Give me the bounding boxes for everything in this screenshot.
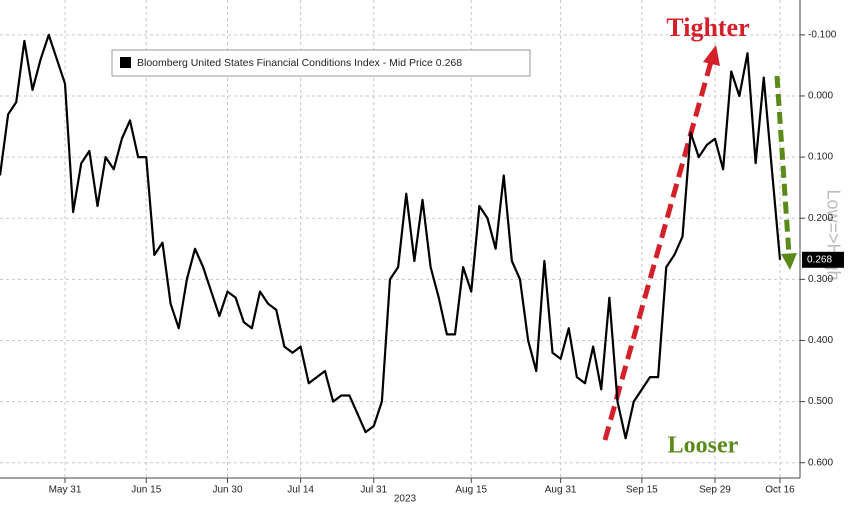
y-tick-label: 0.200 [808,213,833,224]
series-line [0,33,782,440]
x-tick-label: Aug 15 [455,485,487,496]
y-tick-label: 0.000 [808,91,833,102]
last-value-badge [802,251,844,268]
x-axis-label: 2023 [394,494,417,505]
y-tick-label: 0.100 [808,152,833,163]
x-tick-label: Jun 30 [212,485,242,496]
y-tick-label: -0.100 [808,29,837,40]
annotation: Looser [668,433,739,459]
x-tick-label: Jun 15 [131,485,161,496]
x-tick-label: Jul 31 [360,485,387,496]
x-tick-label: Sep 29 [699,485,731,496]
legend-label: Bloomberg United States Financial Condit… [137,57,462,69]
y-tick-label: 0.500 [808,396,833,407]
grid [0,0,800,478]
x-tick-label: Aug 31 [545,485,577,496]
y-tick-label: 0.300 [808,274,833,285]
arrow-looser [774,75,792,256]
last-value-label: 0.268 [807,254,832,265]
legend [111,49,531,77]
y-tick-label: 0.400 [808,335,833,346]
arrow-tighter [602,57,715,441]
annotation: Tighter [666,13,749,42]
arrowhead [703,45,720,66]
legend-swatch [120,57,131,68]
plot [0,33,782,440]
x-tick-label: Jul 14 [287,485,314,496]
x-tick-label: Sep 15 [626,485,658,496]
arrowhead [781,253,797,270]
x-tick-label: Oct 16 [765,485,795,496]
y-tick-label: 0.600 [808,457,833,468]
x-tick-label: May 31 [49,485,82,496]
